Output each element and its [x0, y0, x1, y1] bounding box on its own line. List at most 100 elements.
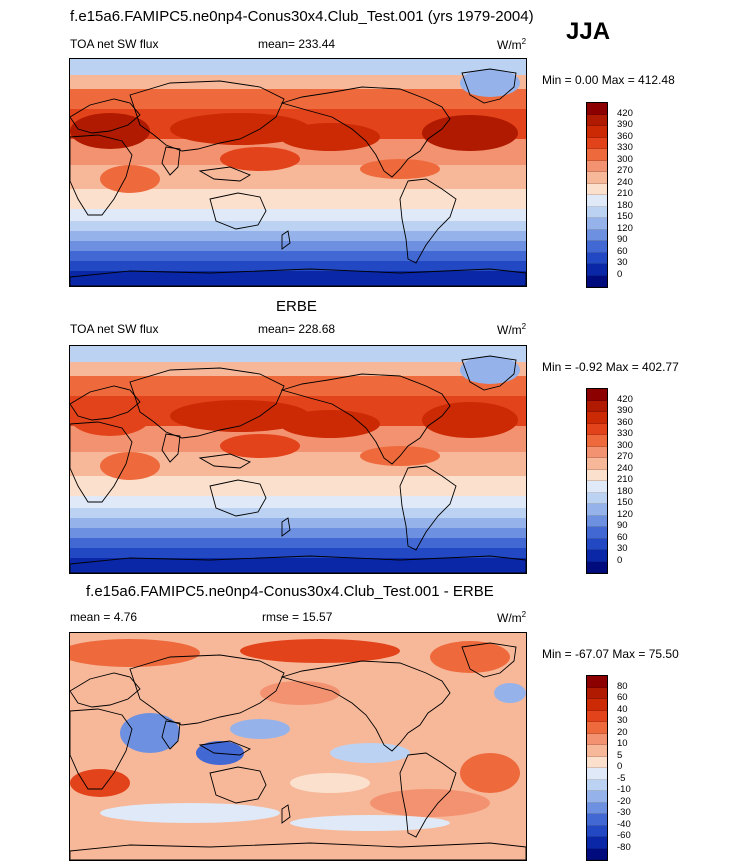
panel1-units: W/m2 [497, 37, 527, 52]
colorbar-level-label: 30 [617, 543, 628, 554]
colorbar-level-label: 150 [617, 497, 633, 508]
colorbar-level-label: 0 [617, 554, 623, 566]
main-title: f.e15a6.FAMIPC5.ne0np4-Conus30x4.Club_Te… [70, 8, 534, 25]
colorbar-level-label: 30 [617, 257, 628, 268]
colorbar-swatch [587, 218, 607, 230]
colorbar-swatch [587, 114, 607, 126]
colorbar-swatch [587, 229, 607, 241]
colorbar-swatch [587, 561, 607, 573]
colorbar-swatch [587, 687, 607, 699]
colorbar-level-label: -10 [617, 784, 631, 795]
colorbar-swatch [587, 458, 607, 470]
panel1-minmax: Min = 0.00 Max = 412.48 [542, 73, 675, 87]
colorbar-level-label: -5 [617, 772, 626, 784]
panel1-field-label: TOA net SW flux [70, 37, 159, 51]
panel3-heading: f.e15a6.FAMIPC5.ne0np4-Conus30x4.Club_Te… [86, 583, 494, 600]
colorbar-swatch [587, 126, 607, 138]
panel2-heading: ERBE [276, 298, 317, 315]
colorbar-swatch [587, 710, 607, 722]
colorbar-swatch [587, 756, 607, 768]
colorbar-swatch [587, 423, 607, 435]
colorbar-level-label: -20 [617, 795, 631, 807]
colorbar-level-label: 360 [617, 130, 633, 142]
colorbar-swatch [587, 252, 607, 264]
colorbar-level-label: -40 [617, 818, 631, 830]
colorbar-level-label: 0 [617, 268, 623, 280]
panel2-units: W/m2 [497, 322, 527, 337]
colorbar-level-label: 210 [617, 188, 633, 199]
colorbar-level-label: 90 [617, 520, 628, 531]
colorbar-level-label: 390 [617, 405, 633, 416]
colorbar-swatch [587, 160, 607, 172]
colorbar-level-label: 210 [617, 474, 633, 485]
season-label: JJA [566, 18, 611, 45]
colorbar-swatch [587, 848, 607, 860]
colorbar-swatch [587, 264, 607, 276]
panel3-mean-label: mean = 4.76 [70, 610, 138, 624]
colorbar-level-label: 270 [617, 451, 633, 462]
colorbar-level-label: 330 [617, 428, 633, 439]
colorbar-swatch [587, 676, 607, 688]
colorbar-swatch [587, 275, 607, 287]
colorbar-level-label: 180 [617, 485, 633, 497]
colorbar-level-label: 180 [617, 199, 633, 211]
colorbar-level-label: 80 [617, 680, 628, 692]
colorbar-swatch [587, 745, 607, 757]
colorbar-swatch [587, 400, 607, 412]
colorbar-level-label: -60 [617, 830, 631, 841]
colorbar-level-label: 420 [617, 393, 633, 405]
colorbar-swatch [587, 195, 607, 207]
colorbar-level-label: 90 [617, 234, 628, 245]
colorbar-swatch [587, 435, 607, 447]
colorbar-swatch [587, 412, 607, 424]
colorbar-level-label: 40 [617, 703, 628, 715]
colorbar-level-label: 300 [617, 439, 633, 451]
colorbar-swatch [587, 137, 607, 149]
colorbar-swatch [587, 469, 607, 481]
colorbar-level-label: 30 [617, 715, 628, 726]
colorbar-level-label: 150 [617, 211, 633, 222]
panel3-colorbar [586, 675, 608, 861]
colorbar-swatch [587, 183, 607, 195]
panel2-colorbar [586, 388, 608, 574]
panel1-colorbar [586, 102, 608, 288]
colorbar-level-label: 60 [617, 692, 628, 703]
colorbar-swatch [587, 206, 607, 218]
colorbar-level-label: 20 [617, 726, 628, 738]
colorbar-level-label: 330 [617, 142, 633, 153]
colorbar-level-label: 120 [617, 508, 633, 520]
colorbar-swatch [587, 446, 607, 458]
colorbar-level-label: 240 [617, 462, 633, 474]
colorbar-level-label: 360 [617, 416, 633, 428]
panel2-field-label: TOA net SW flux [70, 322, 159, 336]
colorbar-level-label: 0 [617, 761, 623, 772]
colorbar-swatch [587, 149, 607, 161]
colorbar-swatch [587, 802, 607, 814]
colorbar-swatch [587, 389, 607, 401]
colorbar-swatch [587, 103, 607, 115]
colorbar-level-label: 5 [617, 749, 623, 761]
panel2-mean-label: mean= 228.68 [258, 322, 336, 336]
panel1-mean-label: mean= 233.44 [258, 37, 336, 51]
panel2-minmax: Min = -0.92 Max = 402.77 [542, 360, 679, 374]
colorbar-swatch [587, 481, 607, 493]
colorbar-swatch [587, 733, 607, 745]
panel3-rmse-label: rmse = 15.57 [262, 610, 333, 624]
colorbar-swatch [587, 172, 607, 184]
colorbar-level-label: -30 [617, 807, 631, 818]
colorbar-swatch [587, 791, 607, 803]
colorbar-level-label: 60 [617, 245, 628, 257]
colorbar-swatch [587, 241, 607, 253]
colorbar-swatch [587, 538, 607, 550]
colorbar-swatch [587, 722, 607, 734]
colorbar-swatch [587, 504, 607, 516]
colorbar-level-label: 420 [617, 107, 633, 119]
colorbar-swatch [587, 768, 607, 780]
colorbar-swatch [587, 814, 607, 826]
colorbar-swatch [587, 699, 607, 711]
colorbar-level-label: 300 [617, 153, 633, 165]
colorbar-swatch [587, 779, 607, 791]
colorbar-level-label: 240 [617, 176, 633, 188]
colorbar-swatch [587, 550, 607, 562]
colorbar-level-label: 270 [617, 165, 633, 176]
